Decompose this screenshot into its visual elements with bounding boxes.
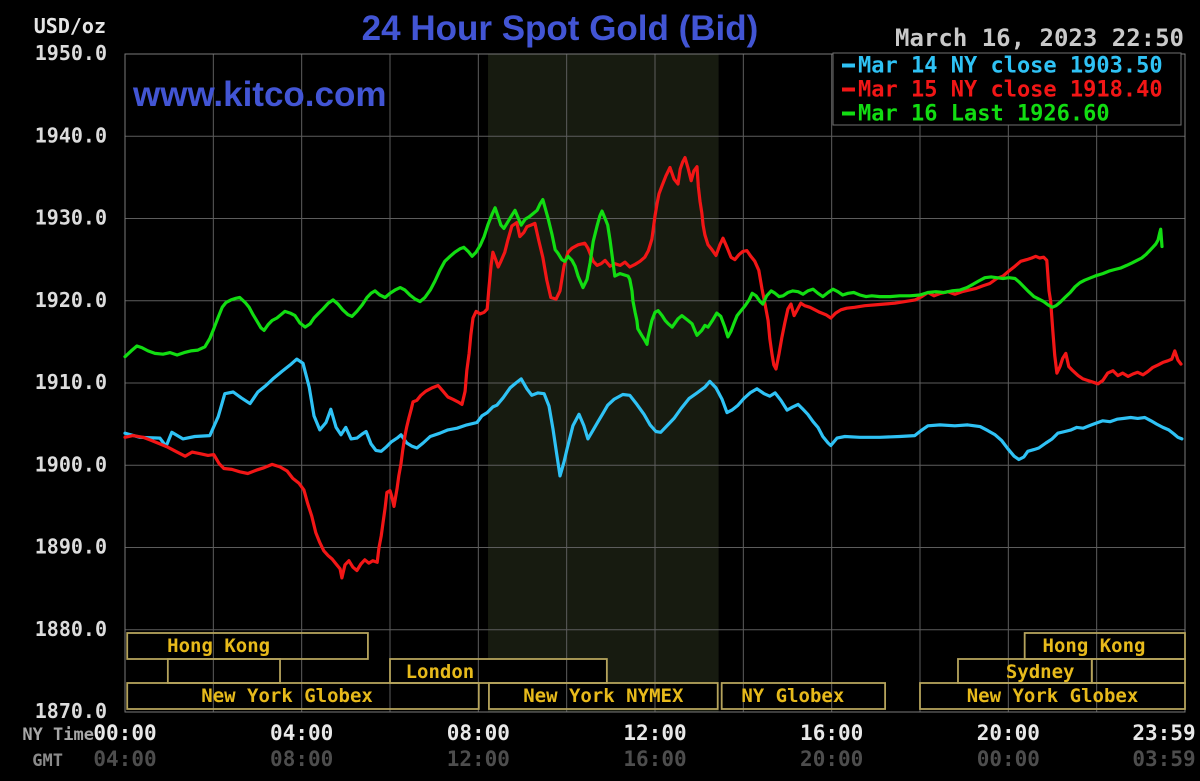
session-box-fill [1091, 659, 1185, 683]
session-box-new-york-nymex [488, 682, 719, 710]
session-box-fill [167, 659, 281, 683]
session-box-fill [721, 683, 886, 709]
session-box-fill [957, 659, 1092, 683]
y-tick-label: 1920.0 [35, 288, 107, 312]
session-box-fill [127, 633, 368, 659]
session-box-fill [127, 683, 479, 709]
session-label-new-york-nymex: New York NYMEX [523, 685, 684, 707]
y-tick-label: 1890.0 [35, 535, 107, 559]
series-line-mar-16-last [123, 198, 1164, 359]
y-tick-label: 1940.0 [35, 123, 107, 147]
x-tick-label: 08:00 [447, 721, 510, 745]
legend-marker-dash [842, 63, 855, 68]
y-tick-label: 1950.0 [35, 41, 107, 65]
session-label-new-york-globex: New York Globex [201, 685, 373, 707]
chart-datetime-label: March 16, 2023 22:50 [895, 24, 1184, 52]
x-axis-name-gmt: GMT [32, 751, 63, 771]
y-tick-label: 1880.0 [35, 617, 107, 641]
session-box-fill [488, 683, 718, 709]
y-tick-label: 1870.0 [35, 699, 107, 723]
x-tick-label: 00:00 [93, 721, 156, 745]
x-tick-label: 04:00 [270, 721, 333, 745]
chart-title: 24 Hour Spot Gold (Bid) [362, 9, 759, 48]
x-tick-label: 00:00 [977, 747, 1040, 771]
session-box-new-york-globex [126, 682, 480, 710]
legend-marker-dash [842, 87, 855, 92]
x-axis-name-ny-time: NY Time [22, 725, 94, 745]
price-series-layer [123, 156, 1184, 580]
kitco-watermark: www.kitco.com [132, 75, 386, 114]
legend-frame [832, 52, 1182, 126]
session-label-sydney: Sydney [1006, 661, 1075, 683]
session-label-hong-kong: Hong Kong [167, 635, 270, 657]
session-box-fill [390, 659, 607, 683]
plot-border [124, 53, 1186, 713]
legend-item-label: Mar 15 NY close 1918.40 [858, 78, 1163, 103]
series-line-mar-15-ny-close [123, 156, 1183, 580]
legend-item-label: Mar 14 NY close 1903.50 [858, 54, 1163, 79]
x-tick-label: 12:00 [447, 747, 510, 771]
y-tick-label: 1930.0 [35, 206, 107, 230]
legend-marker-dash [842, 111, 855, 116]
x-tick-label: 16:00 [623, 747, 686, 771]
x-tick-label: 20:00 [800, 747, 863, 771]
session-box-ny-globex [720, 682, 887, 710]
session-box-new-york-globex [919, 682, 1186, 710]
session-label-hong-kong: Hong Kong [1043, 635, 1146, 657]
legend-item-label: Mar 16 Last 1926.60 [858, 102, 1110, 127]
x-tick-label: 16:00 [800, 721, 863, 745]
x-tick-label: 08:00 [270, 747, 333, 771]
session-box-fill [1024, 633, 1185, 659]
x-tick-label: 04:00 [93, 747, 156, 771]
x-tick-label: 23:59 [1132, 721, 1195, 745]
x-tick-label: 12:00 [623, 721, 686, 745]
x-tick-label: 03:59 [1132, 747, 1195, 771]
session-label-ny-globex: NY Globex [741, 685, 844, 707]
y-tick-label: 1900.0 [35, 452, 107, 476]
session-label-london: London [406, 661, 475, 683]
series-line-mar-14-ny-close [123, 357, 1184, 478]
y-tick-label: 1910.0 [35, 370, 107, 394]
session-box-fill-layer [127, 633, 1185, 709]
gridline-layer [124, 53, 1186, 713]
session-label-new-york-globex: New York Globex [967, 685, 1139, 707]
session-box-fill [920, 683, 1185, 709]
axis-label-layer: 1950.0 1940.0 1930.0 1920.0 1910.0 1900.0 1890… [22, 41, 1195, 771]
x-tick-label: 20:00 [977, 721, 1040, 745]
y-axis-units-label: USD/oz [34, 14, 106, 38]
